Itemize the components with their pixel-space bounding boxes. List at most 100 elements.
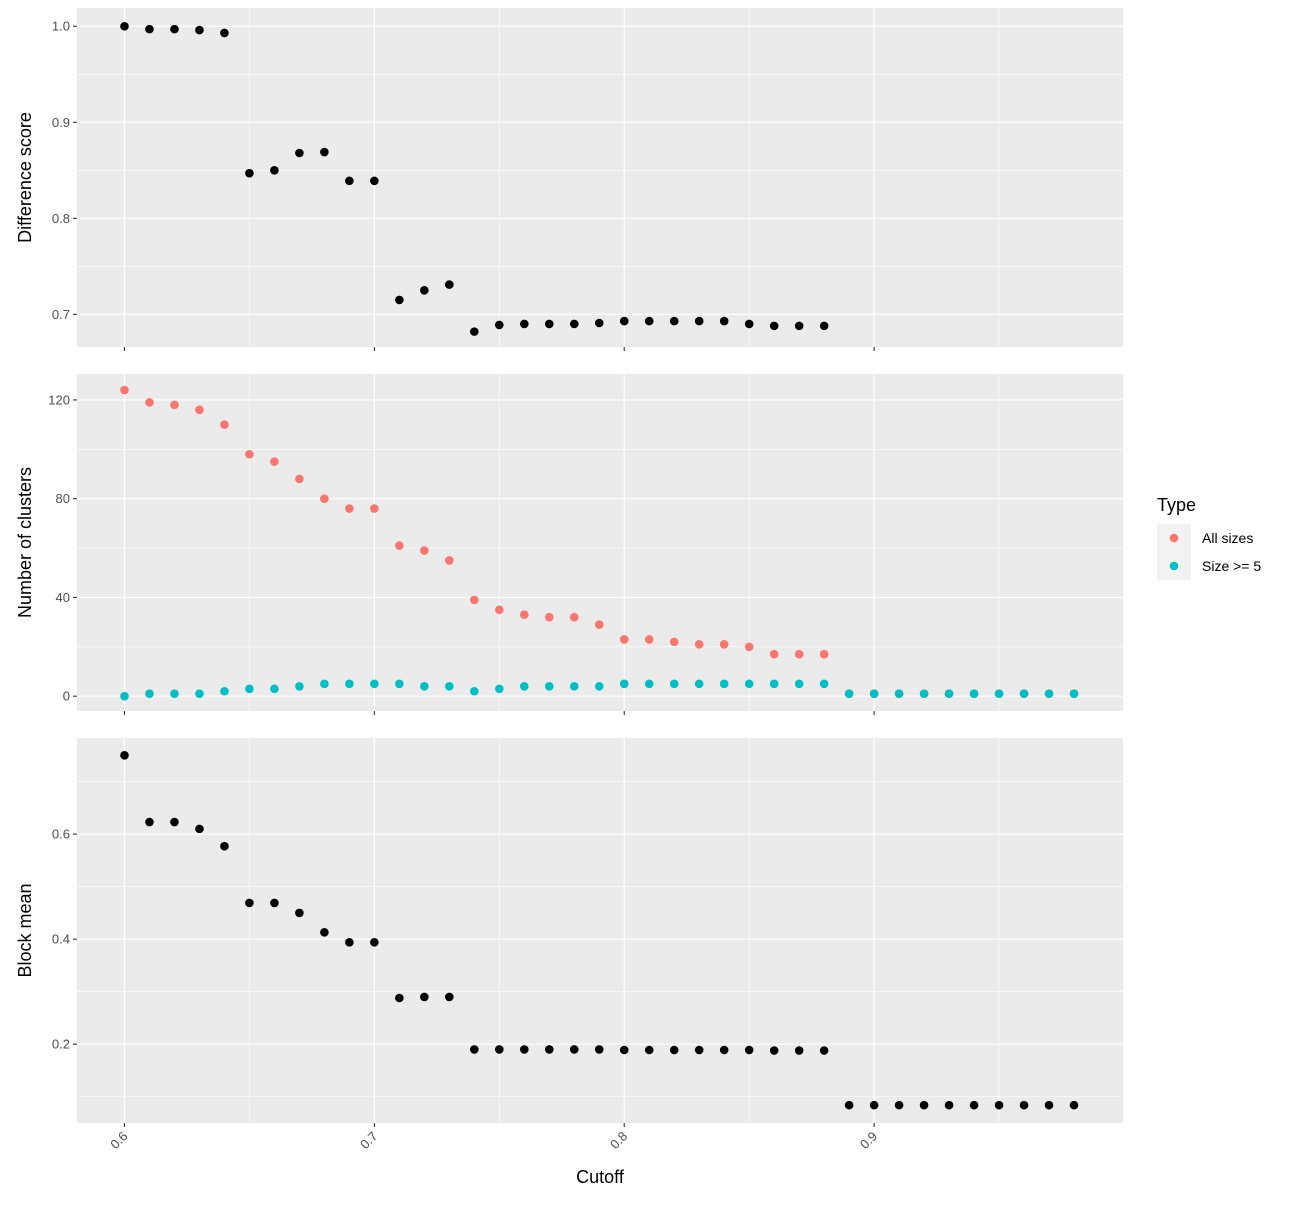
data-point: [220, 841, 229, 851]
x-tick-label: 0.9: [857, 1129, 880, 1152]
data-point: [544, 682, 554, 691]
data-point: [270, 165, 279, 175]
data-point: [170, 24, 179, 34]
data-point: [919, 689, 929, 699]
data-point: [120, 385, 129, 395]
data-point: [395, 295, 404, 305]
data-point: [145, 398, 154, 407]
data-point: [669, 679, 679, 689]
data-point: [195, 25, 204, 35]
data-point: [719, 640, 729, 649]
data-point: [420, 546, 429, 555]
data-point: [220, 686, 229, 696]
data-point: [744, 1045, 754, 1055]
data-point: [270, 684, 279, 694]
legend-marker: [1169, 561, 1179, 571]
data-point: [519, 319, 529, 329]
legend-label: Size >= 5: [1202, 558, 1261, 574]
data-point: [769, 1046, 779, 1055]
data-point: [145, 689, 154, 699]
data-point: [644, 635, 654, 644]
data-point: [345, 938, 354, 947]
data-point: [245, 449, 254, 459]
y-tick-label: 0.4: [52, 932, 70, 947]
data-point: [544, 1045, 554, 1054]
data-point: [619, 316, 629, 326]
panel-2: 0 40 80 120 Number of clusters: [15, 374, 1123, 715]
x-tick-label: 0.8: [607, 1129, 630, 1152]
data-point: [445, 556, 454, 565]
data-point: [420, 992, 429, 1002]
data-point: [669, 316, 679, 326]
data-point: [594, 620, 604, 629]
data-point: [569, 1045, 579, 1054]
data-point: [769, 321, 779, 331]
data-point: [345, 679, 354, 689]
data-point: [370, 504, 379, 513]
data-point: [619, 679, 629, 689]
data-point: [619, 1045, 629, 1055]
data-point: [345, 176, 354, 186]
legend-label: All sizes: [1202, 530, 1253, 546]
data-point: [370, 176, 379, 186]
data-point: [1044, 1100, 1054, 1110]
data-point: [494, 605, 504, 615]
data-point: [195, 689, 204, 699]
data-point: [395, 541, 404, 550]
data-point: [919, 1100, 929, 1110]
data-point: [445, 280, 454, 289]
data-point: [569, 612, 579, 622]
data-point: [894, 689, 904, 699]
data-point: [894, 1100, 904, 1110]
data-point: [470, 686, 479, 696]
data-point: [569, 319, 579, 329]
data-point: [694, 640, 704, 649]
data-point: [494, 320, 504, 330]
data-point: [470, 1045, 479, 1054]
data-point: [170, 689, 179, 699]
data-point: [969, 689, 979, 699]
data-point: [544, 612, 554, 622]
data-point: [994, 1100, 1004, 1110]
data-point: [794, 321, 804, 331]
data-point: [794, 649, 804, 659]
data-point: [170, 400, 179, 410]
y-tick-label: 40: [56, 590, 70, 605]
data-point: [220, 28, 229, 38]
data-point: [370, 679, 379, 689]
x-tick-label: 0.6: [107, 1129, 130, 1152]
data-point: [719, 1045, 729, 1055]
data-point: [445, 992, 454, 1002]
data-point: [794, 1046, 804, 1055]
data-point: [869, 689, 879, 699]
data-point: [544, 319, 554, 329]
data-point: [944, 1100, 954, 1110]
data-point: [644, 679, 654, 689]
data-point: [320, 928, 329, 937]
data-point: [844, 689, 854, 699]
data-point: [1019, 689, 1029, 699]
data-point: [295, 474, 304, 484]
data-point: [519, 610, 529, 620]
x-axis-title: Cutoff: [576, 1167, 625, 1187]
data-point: [295, 908, 304, 918]
data-point: [245, 898, 254, 908]
data-point: [644, 316, 654, 326]
y-tick-label: 0.7: [52, 307, 70, 322]
data-point: [719, 679, 729, 689]
data-point: [245, 684, 254, 694]
data-point: [370, 938, 379, 947]
panel-3: 0.2 0.4 0.6 Block mean 0.6 0.7 0.8 0.9 Cutoff: [15, 738, 1123, 1187]
data-point: [744, 319, 754, 329]
data-point: [719, 316, 729, 326]
data-point: [694, 1045, 704, 1055]
data-point: [594, 318, 604, 328]
data-point: [769, 679, 779, 689]
y-tick-label: 0.2: [52, 1037, 70, 1052]
data-point: [1069, 1100, 1079, 1110]
data-point: [145, 817, 154, 827]
data-point: [819, 649, 829, 659]
panel-background: [77, 738, 1123, 1123]
data-point: [470, 327, 479, 336]
data-point: [519, 1045, 529, 1054]
